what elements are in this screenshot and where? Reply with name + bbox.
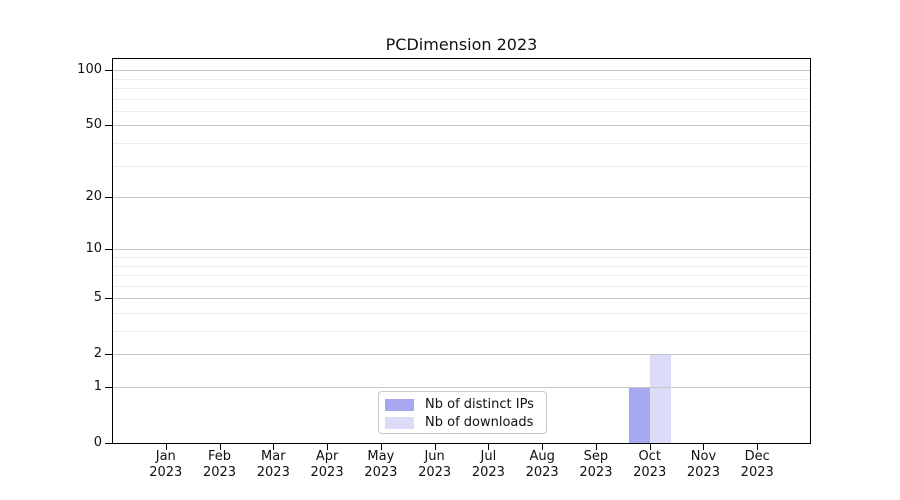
y-axis-tick-label: 5 xyxy=(93,290,102,306)
legend-swatch-downloads xyxy=(385,416,414,429)
bar-nb-of-distinct-ips xyxy=(628,387,650,443)
year-label: 2023 xyxy=(525,465,559,480)
gridline-major xyxy=(113,354,810,356)
x-axis-tick-label: Nov 2023 xyxy=(673,449,733,481)
legend-item-downloads: Nb of downloads xyxy=(385,414,546,431)
gridline-major xyxy=(113,197,810,199)
gridline-minor xyxy=(113,143,810,145)
x-axis-tick-label: Jun 2023 xyxy=(405,449,465,481)
y-axis-tick-label: 1 xyxy=(93,379,102,394)
x-axis-tick xyxy=(165,443,167,450)
gridline-minor xyxy=(113,110,810,112)
y-axis-tick-label: 10 xyxy=(85,241,102,257)
month-label: Aug xyxy=(529,449,555,464)
gridline-major xyxy=(113,249,810,251)
gridline-minor xyxy=(113,257,810,258)
y-axis-tick xyxy=(105,125,113,127)
x-axis-tick xyxy=(380,443,382,450)
x-axis-tick-label: May 2023 xyxy=(351,449,411,481)
month-label: Dec xyxy=(744,449,770,464)
chart-title: PCDimension 2023 xyxy=(385,35,538,54)
year-label: 2023 xyxy=(633,465,667,480)
y-axis-tick-label: 2 xyxy=(93,346,102,362)
month-label: Apr xyxy=(315,449,339,464)
x-axis-tick xyxy=(542,443,544,450)
year-label: 2023 xyxy=(364,465,398,480)
x-axis-tick xyxy=(273,443,275,450)
y-axis-tick xyxy=(105,354,113,356)
month-label: May xyxy=(367,449,395,464)
month-label: Jun xyxy=(424,449,445,464)
year-label: 2023 xyxy=(149,465,183,480)
month-label: Feb xyxy=(208,449,232,464)
x-axis-tick xyxy=(595,443,597,450)
y-axis-tick-label: 50 xyxy=(85,117,102,133)
x-axis-tick-label: Mar 2023 xyxy=(243,449,303,481)
y-axis-tick xyxy=(105,197,113,199)
legend: Nb of distinct IPs Nb of downloads xyxy=(378,391,547,434)
y-axis-tick xyxy=(105,387,113,388)
legend-label-downloads: Nb of downloads xyxy=(425,415,534,430)
gridline-minor xyxy=(113,78,810,80)
month-label: Jul xyxy=(480,449,497,464)
year-label: 2023 xyxy=(740,465,774,480)
gridline-minor xyxy=(113,275,810,277)
x-axis-tick-label: Dec 2023 xyxy=(727,449,787,481)
gridline-major xyxy=(113,387,810,388)
gridline-minor xyxy=(113,285,810,287)
x-axis-tick-label: Sep 2023 xyxy=(566,449,626,481)
y-axis-tick-label: 0 xyxy=(93,435,102,450)
x-axis-tick xyxy=(703,443,705,450)
gridline-major xyxy=(113,125,810,127)
x-axis-tick xyxy=(327,443,329,450)
gridline-minor xyxy=(113,88,810,90)
x-axis-tick xyxy=(649,443,651,450)
legend-swatch-distinct-ips xyxy=(385,398,414,411)
gridline-minor xyxy=(113,98,810,100)
gridline-minor xyxy=(113,165,810,167)
gridline-minor xyxy=(113,331,810,333)
x-axis-tick-label: Jul 2023 xyxy=(458,449,518,481)
year-label: 2023 xyxy=(579,465,613,480)
gridline-major xyxy=(113,70,810,72)
month-label: Oct xyxy=(638,449,661,464)
month-label: Nov xyxy=(690,449,717,464)
legend-item-distinct-ips: Nb of distinct IPs xyxy=(385,396,546,413)
gridline-major xyxy=(113,298,810,300)
x-axis-tick-label: Feb 2023 xyxy=(190,449,250,481)
plot-area xyxy=(112,58,811,444)
gridline-minor xyxy=(113,312,810,314)
year-label: 2023 xyxy=(471,465,505,480)
year-label: 2023 xyxy=(202,465,237,480)
y-axis-tick-label: 100 xyxy=(77,62,102,78)
x-axis-tick-label: Apr 2023 xyxy=(297,449,357,481)
x-axis-tick xyxy=(757,443,759,450)
x-axis-tick-label: Oct 2023 xyxy=(620,449,680,481)
x-axis-tick xyxy=(219,443,221,450)
y-axis-tick xyxy=(105,443,113,444)
y-axis-tick-label: 20 xyxy=(85,189,102,205)
gridline-minor xyxy=(113,265,810,267)
x-axis-tick xyxy=(488,443,490,450)
month-label: Mar xyxy=(261,449,286,464)
x-axis-tick-label: Aug 2023 xyxy=(512,449,572,481)
year-label: 2023 xyxy=(256,465,290,480)
year-label: 2023 xyxy=(686,465,720,480)
bar-nb-of-downloads xyxy=(649,354,671,443)
year-label: 2023 xyxy=(418,465,452,480)
y-axis-tick xyxy=(105,70,113,72)
month-label: Jan xyxy=(155,449,176,464)
month-label: Sep xyxy=(583,449,609,464)
year-label: 2023 xyxy=(310,465,344,480)
y-axis-tick xyxy=(105,249,113,251)
x-axis-tick-label: Jan 2023 xyxy=(136,449,196,481)
x-axis-tick xyxy=(434,443,436,450)
y-axis-tick xyxy=(105,298,113,300)
legend-label-distinct-ips: Nb of distinct IPs xyxy=(425,397,534,412)
